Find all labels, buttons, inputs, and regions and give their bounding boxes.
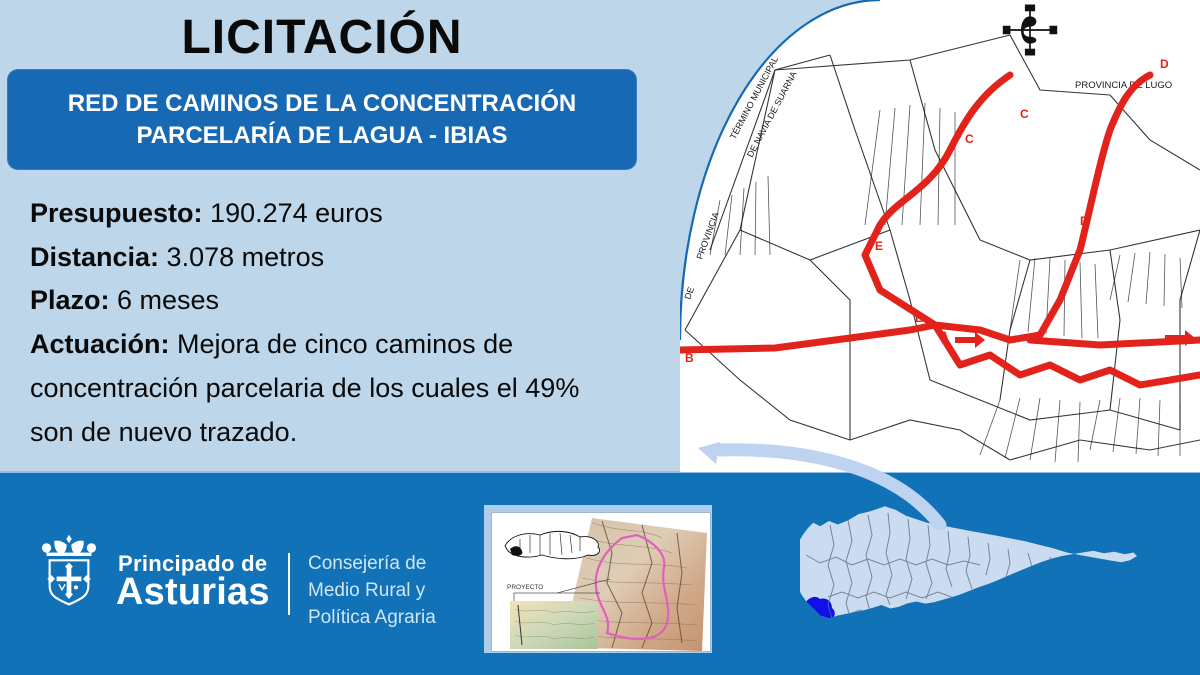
svg-text:PROYECTO: PROYECTO <box>507 584 543 591</box>
svg-text:E: E <box>875 239 883 253</box>
svg-text:A: A <box>940 329 949 343</box>
svg-text:DE: DE <box>682 286 696 301</box>
svg-text:PROVINCIA DE LUGO: PROVINCIA DE LUGO <box>1075 80 1172 91</box>
svg-text:B: B <box>685 351 694 365</box>
svg-text:C: C <box>1020 107 1029 121</box>
svg-text:D: D <box>1160 57 1169 71</box>
svg-text:B: B <box>915 311 924 325</box>
svg-text:D: D <box>1080 214 1089 228</box>
svg-text:C: C <box>965 132 974 146</box>
svg-text:PROVINCIA: PROVINCIA <box>694 211 720 261</box>
